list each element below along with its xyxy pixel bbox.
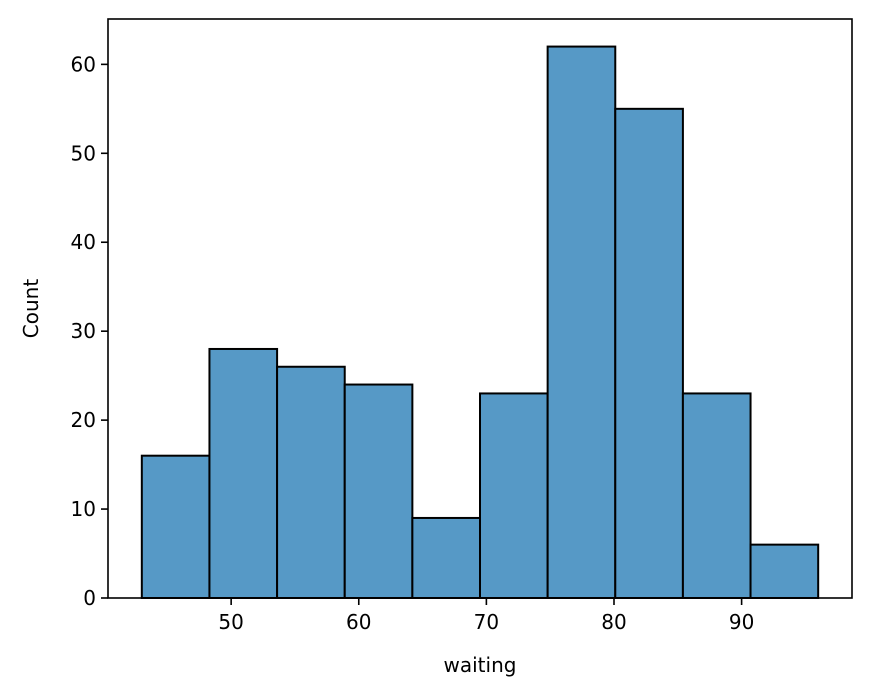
x-tick-label: 60 — [346, 610, 371, 634]
histogram-bar — [751, 545, 819, 598]
histogram-bar — [615, 109, 683, 598]
x-tick-label: 80 — [601, 610, 626, 634]
y-tick-label: 10 — [71, 497, 96, 521]
x-tick-label: 70 — [474, 610, 499, 634]
y-axis-label: Count — [19, 279, 43, 339]
x-tick-label: 50 — [218, 610, 243, 634]
histogram-bar — [480, 393, 548, 598]
y-tick-label: 60 — [71, 52, 96, 76]
histogram-bar — [142, 456, 210, 598]
y-tick-label: 20 — [71, 408, 96, 432]
y-tick-label: 40 — [71, 230, 96, 254]
x-tick-label: 90 — [729, 610, 754, 634]
y-tick-label: 50 — [71, 141, 96, 165]
histogram-bar — [345, 385, 413, 598]
histogram-bar — [209, 349, 277, 598]
histogram-bar — [412, 518, 480, 598]
histogram-bar — [548, 47, 616, 598]
histogram-bar — [683, 393, 751, 598]
y-tick-label: 30 — [71, 319, 96, 343]
histogram-bar — [277, 367, 345, 598]
x-axis-label: waiting — [444, 653, 517, 677]
y-tick-label: 0 — [83, 586, 96, 610]
